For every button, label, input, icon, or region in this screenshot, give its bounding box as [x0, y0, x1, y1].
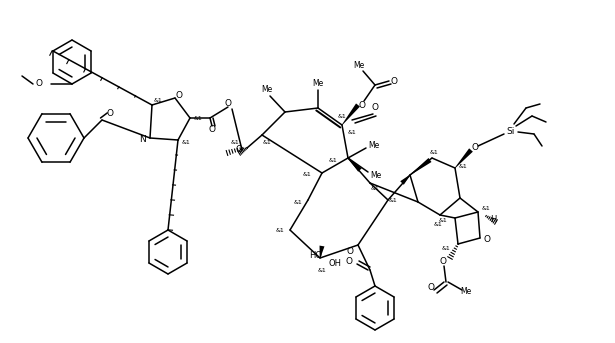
Text: &1: &1 [181, 140, 191, 144]
Text: &1: &1 [482, 205, 490, 211]
Text: &1: &1 [328, 157, 338, 163]
Polygon shape [348, 158, 362, 172]
Text: Me: Me [312, 80, 323, 88]
Text: &1: &1 [371, 186, 379, 190]
Text: &1: &1 [442, 246, 450, 250]
Text: O: O [236, 145, 242, 154]
Text: &1: &1 [303, 173, 311, 177]
Text: O: O [391, 76, 397, 85]
Text: OH: OH [328, 259, 341, 268]
Text: Me: Me [370, 170, 382, 179]
Text: &1: &1 [338, 115, 346, 119]
Text: O: O [483, 236, 491, 245]
Polygon shape [320, 246, 325, 258]
Text: Me: Me [461, 287, 472, 296]
Text: O: O [36, 80, 42, 88]
Text: &1: &1 [430, 150, 438, 154]
Text: &1: &1 [317, 268, 327, 272]
Text: &1: &1 [231, 141, 239, 145]
Text: O: O [106, 109, 114, 118]
Text: Me: Me [261, 85, 272, 95]
Text: O: O [224, 98, 231, 107]
Text: &1: &1 [434, 223, 442, 227]
Text: HO: HO [309, 251, 322, 260]
Polygon shape [400, 175, 410, 185]
Text: O: O [371, 104, 378, 113]
Text: &1: &1 [459, 164, 467, 168]
Polygon shape [410, 158, 432, 175]
Text: O: O [472, 143, 478, 153]
Polygon shape [454, 148, 473, 168]
Text: O: O [346, 247, 354, 256]
Text: O: O [359, 100, 365, 109]
Text: &1: &1 [276, 227, 284, 233]
Polygon shape [342, 104, 360, 125]
Text: Me: Me [368, 141, 379, 150]
Text: O: O [427, 284, 435, 293]
Text: &1: &1 [293, 200, 303, 204]
Text: &1: &1 [347, 130, 356, 135]
Text: &1: &1 [438, 217, 447, 223]
Text: &1: &1 [263, 141, 271, 145]
Text: H: H [490, 215, 496, 225]
Text: N: N [140, 134, 146, 143]
Text: Me: Me [354, 61, 365, 71]
Text: O: O [208, 126, 215, 134]
Text: &1: &1 [154, 97, 162, 103]
Text: Si: Si [507, 127, 515, 135]
Text: &1: &1 [194, 116, 202, 120]
Text: O: O [346, 258, 352, 267]
Text: O: O [175, 92, 183, 100]
Text: O: O [440, 258, 446, 267]
Text: &1: &1 [389, 198, 397, 202]
